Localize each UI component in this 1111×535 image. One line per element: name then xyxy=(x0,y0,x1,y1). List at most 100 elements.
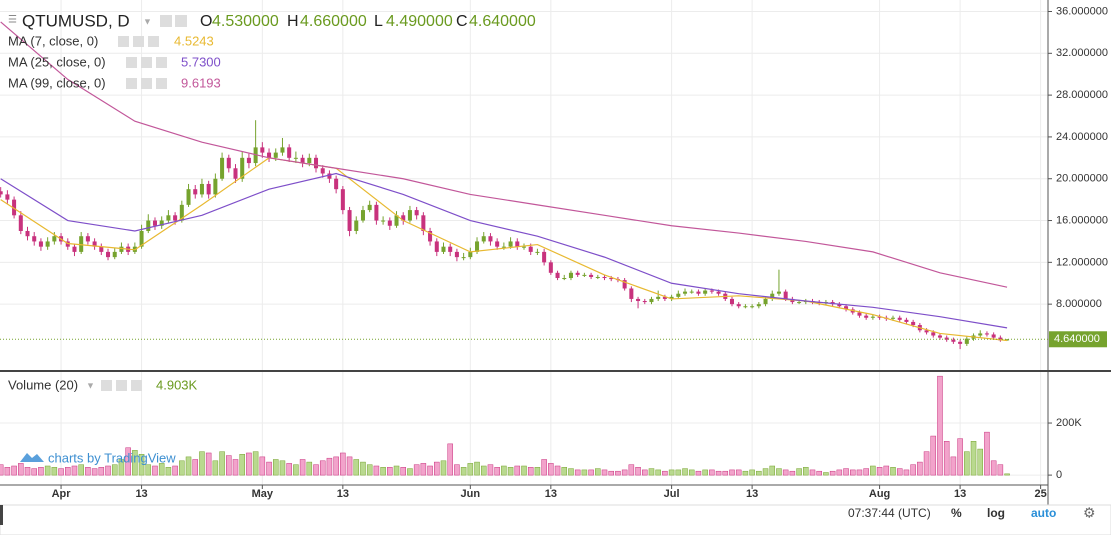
x-tick-label: Jun xyxy=(461,488,481,500)
candle-body xyxy=(146,220,151,231)
volume-bar xyxy=(407,468,413,476)
candle-body xyxy=(434,241,439,252)
volume-bar xyxy=(474,461,480,476)
x-tick-label: 13 xyxy=(954,488,966,500)
candle-body xyxy=(381,220,386,222)
icon[interactable] xyxy=(148,36,159,47)
volume-bar xyxy=(286,463,292,476)
icon[interactable] xyxy=(141,57,152,68)
candle-body xyxy=(609,278,614,280)
volume-bar xyxy=(413,464,420,476)
volume-bar xyxy=(158,463,165,476)
icon[interactable] xyxy=(133,36,144,47)
candle-body xyxy=(152,220,157,226)
volume-bar xyxy=(252,451,259,476)
candle-body xyxy=(589,274,594,277)
candle-body xyxy=(85,236,90,242)
dropdown[interactable]: ▼ xyxy=(86,380,95,390)
volume-bar xyxy=(427,465,433,476)
icon[interactable] xyxy=(118,36,129,47)
icon[interactable] xyxy=(156,78,167,89)
volume-bar xyxy=(44,465,51,476)
volume-bar xyxy=(548,463,554,476)
volume-bar xyxy=(970,441,977,476)
volume-bar xyxy=(823,472,829,476)
candle-body xyxy=(0,191,3,195)
icon[interactable] xyxy=(175,15,187,27)
volume-bar xyxy=(870,465,876,476)
volume-bar xyxy=(635,467,641,476)
volume-bar xyxy=(232,459,239,476)
icon[interactable] xyxy=(131,380,142,391)
candle-body xyxy=(260,147,265,153)
log-button[interactable]: log xyxy=(987,506,1005,520)
icon[interactable] xyxy=(126,78,137,89)
settings-button[interactable]: ⚙ xyxy=(1083,505,1096,521)
volume-bar xyxy=(816,470,822,476)
candle-body xyxy=(770,293,775,299)
volume-bar xyxy=(688,469,695,476)
x-tick-label: 13 xyxy=(545,488,557,500)
candle-body xyxy=(387,220,392,226)
candle-body xyxy=(669,296,674,299)
symbol-icons xyxy=(101,15,187,391)
icon[interactable] xyxy=(160,15,172,27)
volume-bar xyxy=(742,470,749,476)
volume-title: Volume (20) xyxy=(8,377,78,392)
candle-body xyxy=(689,291,694,293)
menu-icon[interactable]: ☰ xyxy=(8,15,17,26)
candle-body xyxy=(360,210,365,221)
volume-bar xyxy=(487,464,494,476)
candle-body xyxy=(944,337,949,340)
candle-body xyxy=(119,246,124,252)
candle-body xyxy=(347,210,352,231)
candle-body xyxy=(629,288,634,299)
candle-body xyxy=(99,246,104,252)
volume-bar xyxy=(856,469,863,476)
candle-body xyxy=(112,251,117,258)
candle-body xyxy=(736,304,741,307)
candle-body xyxy=(978,333,983,336)
candle-body xyxy=(743,306,748,308)
volume-bar xyxy=(58,468,64,476)
volume-bar xyxy=(514,465,521,476)
volume-bar xyxy=(105,465,111,476)
volume-bar xyxy=(843,468,849,476)
volume-bar xyxy=(890,467,896,476)
icon[interactable] xyxy=(116,380,127,391)
icon[interactable] xyxy=(141,78,152,89)
volume-bar xyxy=(675,469,682,476)
candle-body xyxy=(763,298,768,305)
volume-bar xyxy=(648,468,655,476)
auto-button[interactable]: auto xyxy=(1031,506,1056,520)
volume-bar xyxy=(91,468,98,476)
watermark[interactable]: charts by TradingView xyxy=(48,450,176,465)
volume-bar xyxy=(534,467,541,476)
volume-bar xyxy=(682,468,688,476)
candle-body xyxy=(79,236,84,252)
volume-bar xyxy=(380,467,386,476)
x-tick-label: May xyxy=(252,488,274,500)
volume-bar xyxy=(863,468,869,476)
percent-button[interactable]: % xyxy=(951,506,962,520)
candle-body xyxy=(454,251,459,258)
candle-body xyxy=(193,189,198,195)
icon[interactable] xyxy=(156,57,167,68)
volume-bar xyxy=(18,463,24,476)
volume-bar xyxy=(65,467,71,476)
candle-body xyxy=(106,251,111,258)
candle-body xyxy=(12,199,17,216)
ma-line xyxy=(0,172,1008,329)
low-label: L xyxy=(374,13,383,30)
x-tick-label: Jul xyxy=(664,488,680,500)
volume-bar xyxy=(400,467,406,476)
candle-body xyxy=(622,280,627,289)
dropdown[interactable]: ▼ xyxy=(143,16,152,26)
candle-body xyxy=(354,220,359,231)
volume-bar xyxy=(239,454,245,476)
candle-body xyxy=(515,241,520,247)
volume-bar xyxy=(581,469,588,476)
icon[interactable] xyxy=(101,380,112,391)
symbol[interactable]: QTUMUSD, D xyxy=(22,11,130,30)
icon[interactable] xyxy=(126,57,137,68)
